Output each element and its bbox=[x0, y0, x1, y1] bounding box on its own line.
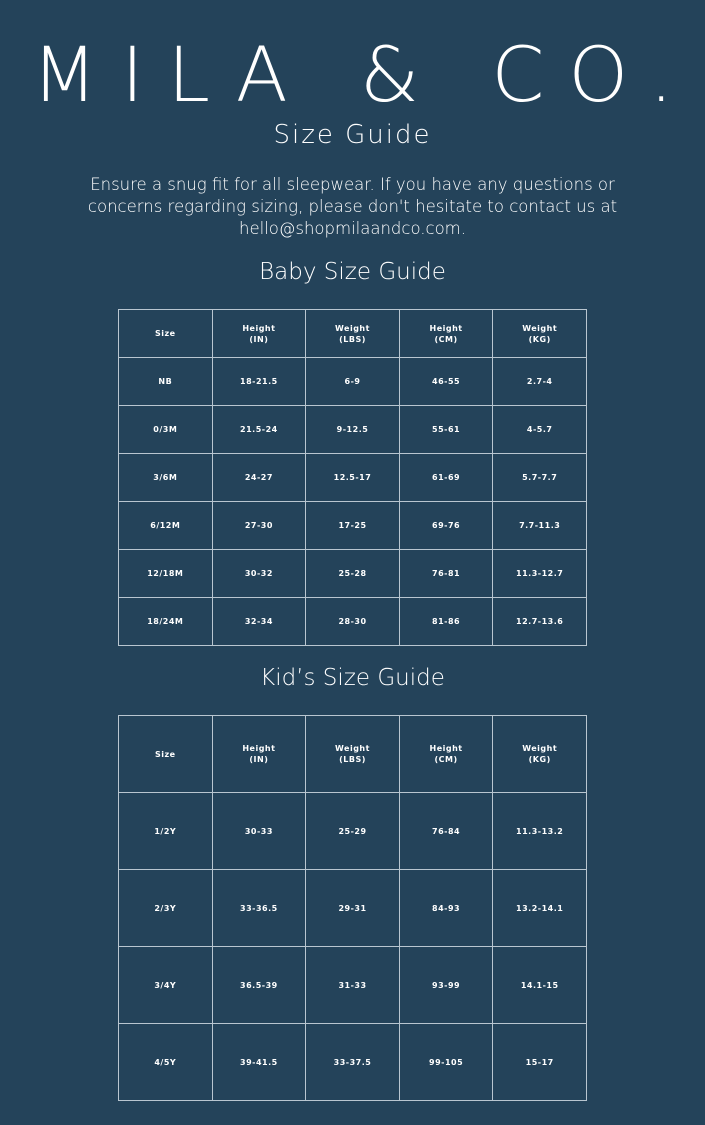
table-cell: 15-17 bbox=[492, 1023, 587, 1101]
table-cell: 31-33 bbox=[305, 946, 400, 1024]
header-label: Weight bbox=[335, 323, 370, 333]
intro-text: Ensure a snug fit for all sleepwear. If … bbox=[87, 175, 618, 238]
table-cell: 9-12.5 bbox=[305, 405, 400, 454]
brand-logo: MILA & CO. bbox=[31, 30, 698, 119]
baby-size-table: Size Height (IN) Weight (LBS) Height (CM) Weigh… bbox=[118, 309, 587, 646]
table-cell: 25-28 bbox=[305, 549, 400, 598]
page-title: Size Guide bbox=[273, 120, 432, 150]
column-header: Weight (LBS) bbox=[305, 309, 400, 358]
table-cell: 36.5-39 bbox=[211, 946, 307, 1024]
table-cell: 27-30 bbox=[211, 501, 307, 550]
header-label: Height bbox=[242, 744, 276, 753]
column-header: Height (CM) bbox=[398, 715, 494, 793]
table-cell: 7.7-11.3 bbox=[492, 501, 587, 550]
table-cell: 39-41.5 bbox=[211, 1023, 307, 1101]
column-header: Weight (LBS) bbox=[305, 715, 400, 793]
table-cell: 33-37.5 bbox=[305, 1023, 400, 1101]
header-label: Height bbox=[242, 323, 276, 333]
table-cell: 81-86 bbox=[398, 597, 494, 646]
table-cell: 5.7-7.7 bbox=[492, 453, 587, 502]
table-cell: 24-27 bbox=[211, 453, 307, 502]
header-label: (LBS) bbox=[339, 334, 366, 344]
table-row: 12/18M 30-32 25-28 76-81 11.3-12.7 bbox=[118, 549, 587, 598]
table-cell: 55-61 bbox=[398, 405, 494, 454]
table-cell: 76-84 bbox=[398, 792, 494, 870]
header-row: Size Height (IN) Weight (LBS) Height (CM) Weigh… bbox=[118, 309, 587, 358]
table-cell: 76-81 bbox=[398, 549, 494, 598]
table-row: 4/5Y 39-41.5 33-37.5 99-105 15-17 bbox=[118, 1023, 587, 1101]
header-label: (IN) bbox=[249, 334, 269, 344]
table-cell: 1/2Y bbox=[118, 792, 213, 870]
header-label: Height bbox=[429, 323, 463, 333]
table-row: 6/12M 27-30 17-25 69-76 7.7-11.3 bbox=[118, 501, 587, 550]
table-cell: 46-55 bbox=[398, 357, 494, 406]
header-label: (KG) bbox=[528, 334, 551, 344]
table-cell: 3/6M bbox=[118, 453, 213, 502]
table-cell: 6/12M bbox=[118, 501, 213, 550]
table-cell: 17-25 bbox=[305, 501, 400, 550]
table-cell: 13.2-14.1 bbox=[492, 869, 587, 947]
table-row: 1/2Y 30-33 25-29 76-84 11.3-13.2 bbox=[118, 792, 587, 870]
header-label: Size bbox=[155, 749, 176, 759]
table-row: 18/24M 32-34 28-30 81-86 12.7-13.6 bbox=[118, 597, 587, 646]
table-cell: 61-69 bbox=[398, 453, 494, 502]
header-label: Height bbox=[429, 744, 463, 753]
table-row: 0/3M 21.5-24 9-12.5 55-61 4-5.7 bbox=[118, 405, 587, 454]
table-cell: 25-29 bbox=[305, 792, 400, 870]
header-label: Weight bbox=[522, 323, 558, 333]
table-cell: 2.7-4 bbox=[492, 357, 587, 406]
table-cell: 14.1-15 bbox=[492, 946, 587, 1024]
column-header: Height (IN) bbox=[211, 309, 307, 358]
column-header: Height (CM) bbox=[398, 309, 494, 358]
table-cell: 12.5-17 bbox=[305, 453, 400, 502]
header-label: (CM) bbox=[434, 334, 458, 344]
header-label: (LBS) bbox=[339, 755, 366, 764]
header-label: Weight bbox=[335, 744, 370, 753]
header-label: Weight bbox=[522, 744, 558, 753]
header-label: Size bbox=[155, 329, 176, 338]
table-cell: 3/4Y bbox=[118, 946, 213, 1024]
column-header: Size bbox=[118, 309, 213, 358]
header-row: Size Height (IN) Weight (LBS) Height (CM) Weigh… bbox=[118, 715, 587, 793]
table-cell: 93-99 bbox=[398, 946, 494, 1024]
column-header: Weight (KG) bbox=[492, 309, 587, 358]
baby-size-heading: Baby Size Guide bbox=[259, 259, 446, 285]
table-cell: 18-21.5 bbox=[211, 357, 307, 406]
table-cell: 33-36.5 bbox=[211, 869, 307, 947]
table-cell: 4-5.7 bbox=[492, 405, 587, 454]
table-cell: 2/3Y bbox=[118, 869, 213, 947]
table-row: 2/3Y 33-36.5 29-31 84-93 13.2-14.1 bbox=[118, 869, 587, 947]
header-label: (CM) bbox=[434, 755, 458, 764]
table-cell: 30-32 bbox=[211, 549, 307, 598]
table-cell: 0/3M bbox=[118, 405, 213, 454]
table-row: 3/6M 24-27 12.5-17 61-69 5.7-7.7 bbox=[118, 453, 587, 502]
table-row: 3/4Y 36.5-39 31-33 93-99 14.1-15 bbox=[118, 946, 587, 1024]
table-cell: 11.3-13.2 bbox=[492, 792, 587, 870]
kids-size-table: Size Height (IN) Weight (LBS) Height (CM) Weigh… bbox=[118, 715, 587, 1101]
table-cell: 6-9 bbox=[305, 357, 400, 406]
column-header: Height (IN) bbox=[211, 715, 307, 793]
kids-size-heading: Kid’s Size Guide bbox=[260, 665, 445, 691]
column-header: Size bbox=[118, 715, 213, 793]
table-cell: 28-30 bbox=[305, 597, 400, 646]
table-cell: 11.3-12.7 bbox=[492, 549, 587, 598]
table-cell: 84-93 bbox=[398, 869, 494, 947]
column-header: Weight (KG) bbox=[492, 715, 587, 793]
table-cell: 30-33 bbox=[211, 792, 307, 870]
table-cell: 29-31 bbox=[305, 869, 400, 947]
header-label: (IN) bbox=[249, 755, 269, 764]
table-row: NB 18-21.5 6-9 46-55 2.7-4 bbox=[118, 357, 587, 406]
table-cell: 12/18M bbox=[118, 549, 213, 598]
table-cell: 69-76 bbox=[398, 501, 494, 550]
table-cell: 99-105 bbox=[398, 1023, 494, 1101]
table-cell: 32-34 bbox=[211, 597, 307, 646]
table-cell: NB bbox=[118, 357, 213, 406]
header-label: (KG) bbox=[528, 755, 551, 764]
table-cell: 4/5Y bbox=[118, 1023, 213, 1101]
table-cell: 18/24M bbox=[118, 597, 213, 646]
table-cell: 12.7-13.6 bbox=[492, 597, 587, 646]
table-cell: 21.5-24 bbox=[211, 405, 307, 454]
